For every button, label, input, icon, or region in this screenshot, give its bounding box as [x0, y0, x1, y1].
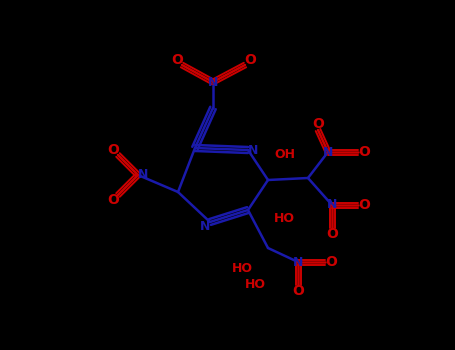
- Text: N: N: [138, 168, 148, 182]
- Text: OH: OH: [274, 148, 295, 161]
- Text: O: O: [358, 198, 370, 212]
- Text: O: O: [107, 193, 119, 207]
- Text: O: O: [312, 117, 324, 131]
- Text: O: O: [292, 284, 304, 298]
- Text: HO: HO: [273, 211, 294, 224]
- Text: N: N: [293, 256, 303, 268]
- Text: N: N: [208, 76, 218, 89]
- Text: HO: HO: [244, 279, 266, 292]
- Text: O: O: [326, 227, 338, 241]
- Text: O: O: [107, 143, 119, 157]
- Text: O: O: [244, 53, 256, 67]
- Text: N: N: [248, 144, 258, 156]
- Text: O: O: [171, 53, 183, 67]
- Text: N: N: [327, 198, 337, 211]
- Text: HO: HO: [232, 261, 253, 274]
- Text: O: O: [325, 255, 337, 269]
- Text: N: N: [323, 146, 333, 159]
- Text: O: O: [358, 145, 370, 159]
- Text: N: N: [200, 220, 210, 233]
